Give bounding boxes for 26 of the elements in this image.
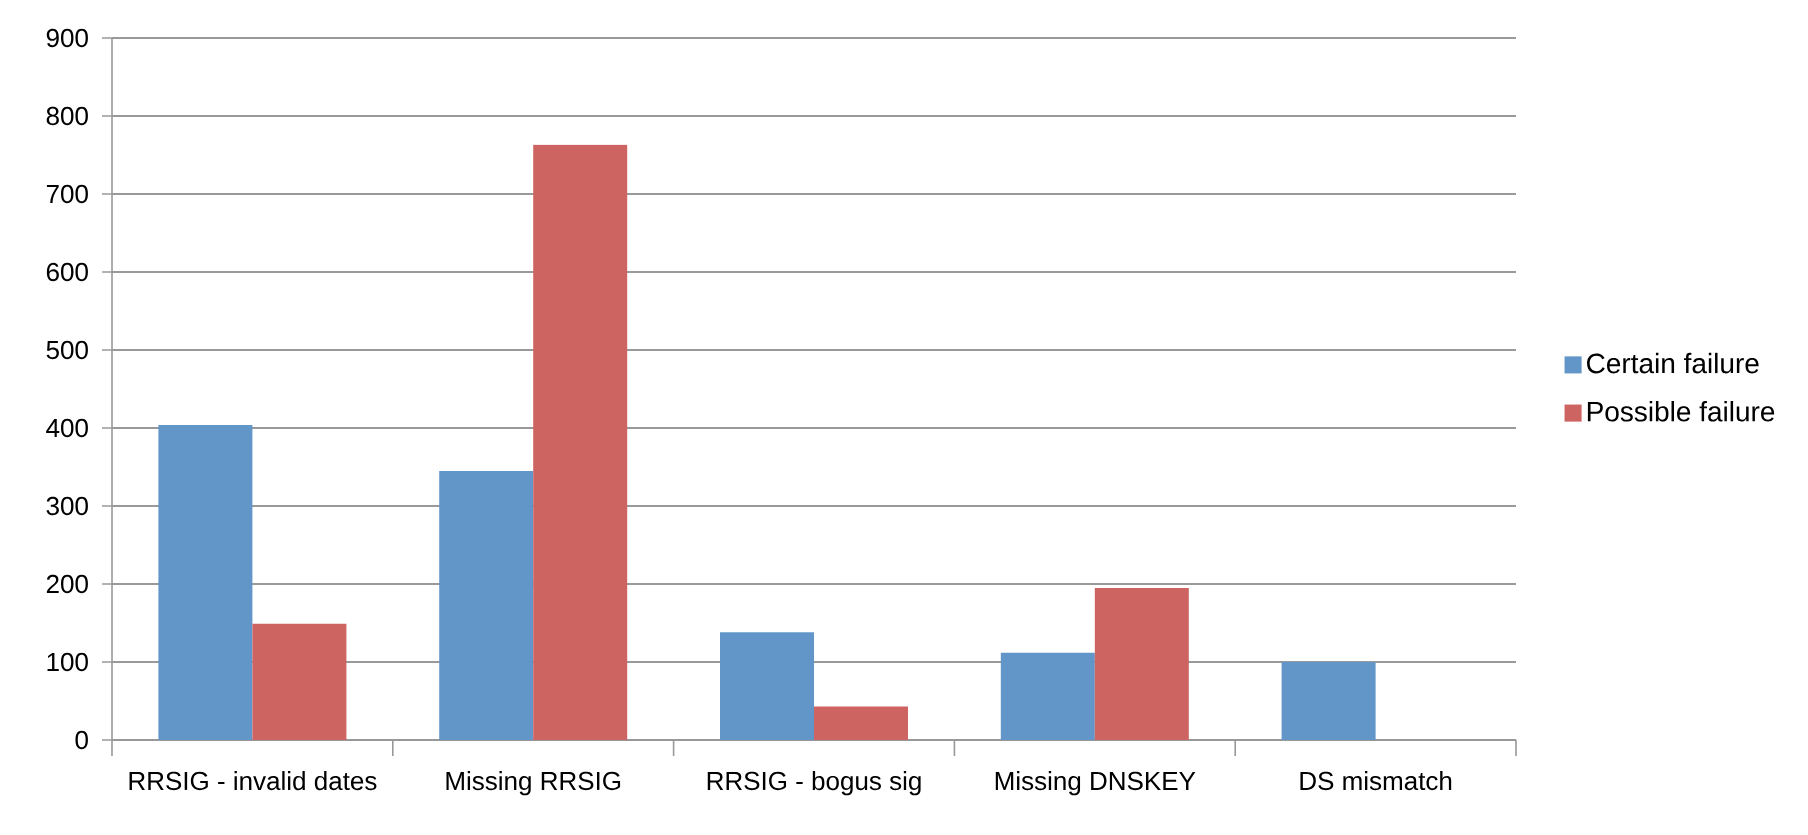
y-tick-label: 0 bbox=[75, 730, 88, 750]
bar bbox=[252, 623, 347, 740]
y-tick-label: 600 bbox=[46, 262, 88, 282]
bar bbox=[1281, 662, 1376, 740]
bar bbox=[1000, 652, 1095, 740]
legend-label: Certain failure bbox=[1587, 352, 1759, 374]
bar bbox=[439, 470, 534, 740]
y-tick-label: 300 bbox=[46, 496, 88, 516]
y-tick-label: 500 bbox=[46, 340, 88, 360]
y-tick-label: 900 bbox=[46, 28, 88, 48]
y-tick-label: 400 bbox=[46, 418, 88, 438]
y-tick-label: 800 bbox=[46, 106, 88, 126]
x-tick-label: RRSIG - bogus sig bbox=[707, 771, 921, 796]
bar bbox=[158, 424, 253, 740]
bar bbox=[1094, 587, 1189, 740]
x-tick-label: RRSIG - invalid dates bbox=[129, 771, 377, 791]
y-tick-label: 700 bbox=[46, 184, 88, 204]
x-tick-label: Missing DNSKEY bbox=[995, 771, 1196, 796]
y-tick-label: 100 bbox=[47, 652, 88, 672]
legend-label: Possible failure bbox=[1587, 400, 1775, 422]
bar bbox=[814, 706, 909, 740]
bar bbox=[720, 632, 814, 740]
x-tick-label: DS mismatch bbox=[1300, 771, 1452, 791]
bar bbox=[533, 144, 628, 740]
x-tick-label: Missing RRSIG bbox=[446, 771, 621, 796]
y-tick-label: 200 bbox=[46, 574, 88, 594]
